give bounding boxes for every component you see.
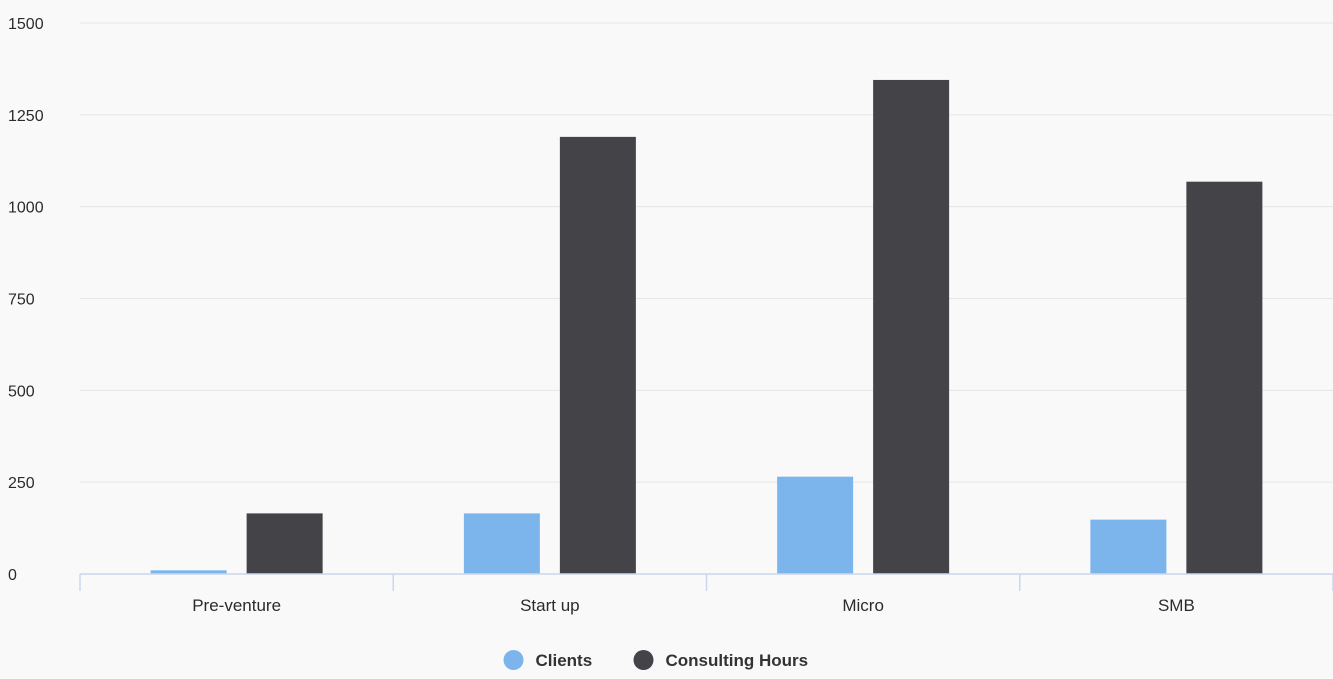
legend-item-consulting-hours[interactable]: Consulting Hours <box>633 650 809 670</box>
legend-marker <box>503 650 524 670</box>
x-tick-label: SMB <box>1158 596 1195 615</box>
legend-marker <box>633 650 654 670</box>
bar-clients[interactable] <box>150 570 227 574</box>
bar-clients[interactable] <box>1090 519 1167 574</box>
legend-label: Clients <box>536 651 593 670</box>
bar-consulting-hours[interactable] <box>1186 181 1263 575</box>
bars <box>150 79 1263 575</box>
legend: Clients Consulting Hours <box>503 650 809 670</box>
bar-clients[interactable] <box>777 476 854 574</box>
y-tick-label: 1250 <box>8 108 44 125</box>
y-tick-label: 1000 <box>8 200 44 217</box>
x-axis: Pre-venture Start up Micro SMB <box>79 573 1333 615</box>
bar-consulting-hours[interactable] <box>873 79 950 574</box>
y-tick-label: 500 <box>8 383 35 400</box>
grid-lines <box>80 22 1333 483</box>
bar-consulting-hours[interactable] <box>246 513 323 574</box>
legend-label: Consulting Hours <box>666 651 809 670</box>
y-tick-label: 0 <box>8 567 17 584</box>
y-tick-label: 1500 <box>8 16 44 33</box>
y-tick-label: 750 <box>8 292 35 309</box>
bar-consulting-hours[interactable] <box>559 136 636 574</box>
y-tick-label: 250 <box>8 475 35 492</box>
x-tick-label: Pre-venture <box>192 596 281 615</box>
legend-item-clients[interactable]: Clients <box>503 650 593 670</box>
bar-clients[interactable] <box>463 513 540 574</box>
y-axis: 0 250 500 750 1000 1250 1500 <box>8 16 44 584</box>
x-tick-label: Micro <box>842 596 884 615</box>
x-tick-label: Start up <box>520 596 580 615</box>
